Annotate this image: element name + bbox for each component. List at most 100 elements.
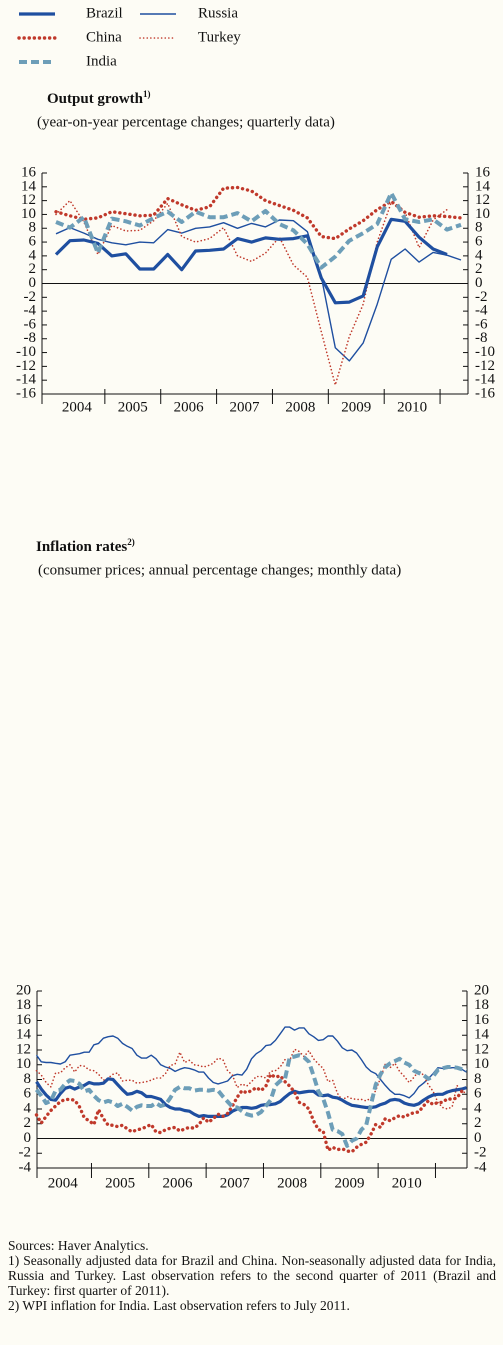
chart-title-note: 1) <box>143 89 151 99</box>
x-tick-label: 2009 <box>341 399 371 415</box>
y-tick-label: 4 <box>29 247 37 263</box>
x-tick-label: 2007 <box>220 1175 251 1191</box>
y-tick-label: -10 <box>16 344 36 360</box>
x-tick-label: 2006 <box>174 399 205 415</box>
chart-title-text: Inflation rates <box>36 539 127 555</box>
x-tick-label: 2005 <box>105 1175 135 1191</box>
y-tick-label: -2 <box>474 1145 487 1161</box>
y-tick-label: 8 <box>475 220 483 236</box>
y-tick-label: 14 <box>21 178 37 194</box>
y-tick-label: -2 <box>19 1145 32 1161</box>
series-line <box>55 191 462 270</box>
y-tick-label: 16 <box>21 164 37 180</box>
y-tick-label: -14 <box>16 372 36 388</box>
footnote: 2) WPI inflation for India. Last observa… <box>8 1298 350 1313</box>
y-tick-label: 18 <box>474 997 489 1013</box>
y-tick-label: 12 <box>16 1041 31 1057</box>
y-tick-label: 2 <box>24 1115 32 1131</box>
legend-label: Brazil <box>86 5 123 21</box>
footnote: 1) Seasonally adjusted data for Brazil a… <box>8 1253 496 1298</box>
y-tick-label: 0 <box>24 1130 32 1146</box>
y-tick-label: -4 <box>19 1159 32 1175</box>
chart-subtitle: (year-on-year percentage changes; quarte… <box>37 114 335 130</box>
series-line <box>34 1072 469 1154</box>
legend-label: Russia <box>198 5 238 21</box>
x-tick-label: 2008 <box>277 1175 307 1191</box>
y-tick-label: 8 <box>24 1071 32 1087</box>
x-tick-label: 2006 <box>162 1175 193 1191</box>
y-tick-label: 16 <box>475 164 491 180</box>
y-tick-label: 4 <box>24 1100 32 1116</box>
y-tick-label: -12 <box>475 358 495 374</box>
y-tick-label: 20 <box>16 982 31 998</box>
y-tick-label: 8 <box>29 220 37 236</box>
y-tick-label: -10 <box>475 344 495 360</box>
chart-title: Inflation rates2) <box>36 537 135 555</box>
y-tick-label: 12 <box>474 1041 489 1057</box>
y-tick-label: 2 <box>475 261 483 277</box>
legend-label: India <box>86 53 117 69</box>
x-tick-label: 2005 <box>118 399 148 415</box>
y-tick-label: 0 <box>474 1130 482 1146</box>
x-tick-label: 2007 <box>230 399 261 415</box>
y-tick-label: 16 <box>474 1012 490 1028</box>
legend-label: Turkey <box>198 29 241 45</box>
y-tick-label: -8 <box>24 330 37 346</box>
y-tick-label: -14 <box>475 372 495 388</box>
x-tick-label: 2009 <box>334 1175 364 1191</box>
y-tick-label: 10 <box>16 1056 31 1072</box>
y-tick-label: -8 <box>475 330 488 346</box>
y-tick-label: -4 <box>24 303 37 319</box>
y-tick-label: -4 <box>474 1159 487 1175</box>
legend-label: China <box>86 29 122 45</box>
y-tick-label: 6 <box>29 234 37 250</box>
series-line <box>34 1053 468 1148</box>
y-tick-label: 14 <box>474 1027 490 1043</box>
series-line <box>54 185 463 241</box>
chart-subtitle: (consumer prices; annual percentage chan… <box>38 562 401 578</box>
series-line <box>35 1077 467 1118</box>
x-tick-label: 2008 <box>285 399 315 415</box>
y-tick-label: 6 <box>24 1086 32 1102</box>
chart-title-text: Output growth <box>47 91 144 107</box>
series-line <box>55 199 448 386</box>
figure: Brazil China India Russia Turkey Output growt… <box>16 5 495 1191</box>
sources: Sources: Haver Analytics. <box>8 1238 149 1253</box>
y-tick-label: -4 <box>475 303 488 319</box>
y-tick-label: 14 <box>475 178 491 194</box>
x-tick-label: 2004 <box>48 1175 79 1191</box>
y-tick-label: 20 <box>474 982 489 998</box>
chart-title-note: 2) <box>127 537 135 547</box>
y-tick-label: -16 <box>16 385 36 401</box>
y-tick-label: 12 <box>21 192 36 208</box>
y-tick-label: 6 <box>475 234 483 250</box>
y-tick-label: 0 <box>29 275 37 291</box>
y-tick-label: -6 <box>24 316 37 332</box>
y-tick-label: 10 <box>475 206 490 222</box>
series-line <box>54 217 448 305</box>
y-tick-label: 18 <box>16 997 31 1013</box>
y-tick-label: 0 <box>475 275 483 291</box>
y-tick-label: 10 <box>474 1056 489 1072</box>
y-tick-label: 4 <box>474 1100 482 1116</box>
y-tick-label: 2 <box>474 1115 482 1131</box>
x-tick-label: 2010 <box>392 1175 422 1191</box>
y-tick-label: 16 <box>16 1012 32 1028</box>
footer: Sources: Haver Analytics. 1) Seasonally … <box>8 1238 496 1313</box>
series-line <box>55 219 462 362</box>
x-tick-label: 2004 <box>62 399 93 415</box>
chart-title: Output growth1) <box>47 89 151 107</box>
y-tick-label: -2 <box>24 289 37 305</box>
x-tick-label: 2010 <box>397 399 427 415</box>
y-tick-label: -16 <box>475 385 495 401</box>
series-line <box>35 1026 467 1099</box>
y-tick-label: 6 <box>474 1086 482 1102</box>
y-tick-label: 14 <box>16 1027 32 1043</box>
y-tick-label: 8 <box>474 1071 482 1087</box>
y-tick-label: 12 <box>475 192 490 208</box>
y-tick-label: -2 <box>475 289 488 305</box>
y-tick-label: 10 <box>21 206 36 222</box>
y-tick-label: 2 <box>29 261 37 277</box>
y-tick-label: -12 <box>16 358 36 374</box>
